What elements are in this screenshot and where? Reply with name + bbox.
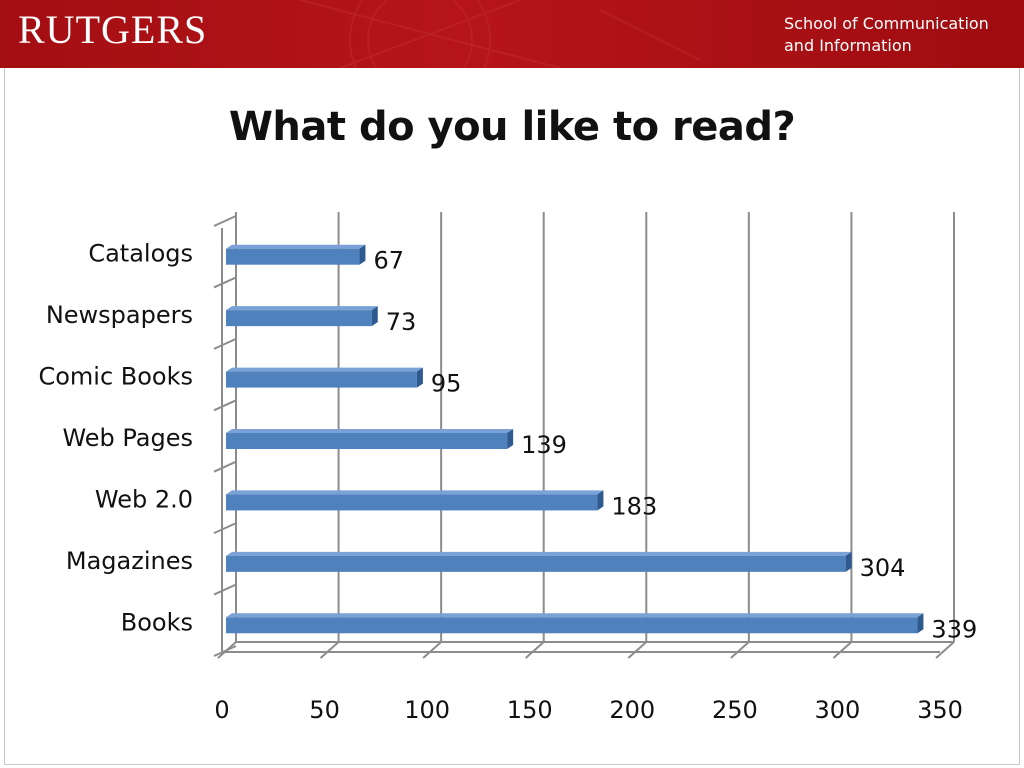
data-label: 67 xyxy=(373,247,404,275)
bar-top-catalogs xyxy=(226,244,366,249)
bars xyxy=(226,244,924,634)
chart-title: What do you like to read? xyxy=(228,104,796,150)
category-label: Catalogs xyxy=(88,240,193,268)
data-label: 304 xyxy=(860,554,906,582)
bar-web-pages xyxy=(226,433,508,449)
school-name-line1: School of Communication xyxy=(784,14,989,33)
y-tick xyxy=(213,276,237,289)
y-tick xyxy=(213,337,237,350)
x-tick-label: 100 xyxy=(404,696,450,724)
x-tick-label: 50 xyxy=(309,696,340,724)
bar-top-newspapers xyxy=(226,306,378,311)
bar-side-web-2-0 xyxy=(597,490,604,511)
x-tick xyxy=(935,641,955,659)
category-label: Comic Books xyxy=(38,363,193,391)
y-tick xyxy=(213,522,237,535)
bar-catalogs xyxy=(226,248,360,265)
bar-web-2-0 xyxy=(226,494,598,511)
bar-side-magazines xyxy=(845,551,852,572)
bar-side-comic-books xyxy=(416,367,423,388)
y-tick xyxy=(213,215,237,227)
bar-top-web-pages xyxy=(226,429,514,433)
category-label: Newspapers xyxy=(46,301,193,329)
school-name: School of Communication and Information xyxy=(784,13,989,57)
axes xyxy=(213,212,955,659)
y-tick xyxy=(213,460,237,473)
bar-newspapers xyxy=(226,310,372,327)
x-tick-label: 0 xyxy=(214,696,229,724)
bar-top-web-2-0 xyxy=(226,490,604,495)
data-label: 183 xyxy=(611,492,657,520)
x-tick xyxy=(730,641,750,659)
x-tick xyxy=(627,641,647,659)
data-label: 139 xyxy=(521,431,567,459)
bar-top-comic-books xyxy=(226,367,423,372)
category-label: Books xyxy=(121,608,193,636)
bar-top-magazines xyxy=(226,551,852,556)
category-label: Web Pages xyxy=(62,424,193,452)
grid-lines xyxy=(235,212,955,642)
x-tick-label: 150 xyxy=(507,696,553,724)
x-tick xyxy=(319,641,340,659)
bar-magazines xyxy=(226,555,846,572)
x-tick xyxy=(422,641,442,659)
rutgers-logo: RUTGERS xyxy=(18,7,208,52)
x-tick-label: 200 xyxy=(609,696,655,724)
header-banner: RUTGERS School of Communication and Info… xyxy=(0,0,1024,68)
school-name-line2: and Information xyxy=(784,36,912,55)
x-tick xyxy=(525,641,545,659)
banner-decoration xyxy=(299,0,701,68)
data-label: 95 xyxy=(431,370,462,398)
bar-comic-books xyxy=(226,371,417,388)
data-label: 73 xyxy=(386,308,417,336)
category-label: Magazines xyxy=(66,547,193,575)
y-tick xyxy=(213,399,237,412)
bar-side-newspapers xyxy=(371,306,378,327)
bar-top-books xyxy=(226,613,924,618)
x-tick xyxy=(832,641,853,659)
bar-side-web-pages xyxy=(507,429,514,449)
bar-side-books xyxy=(917,613,924,634)
x-tick-label: 350 xyxy=(917,696,963,724)
labels: 0 50 100 150 200 250 300 350 Catalogs 67 Newspaper… xyxy=(38,240,977,724)
category-label: Web 2.0 xyxy=(95,485,193,513)
x-tick-label: 300 xyxy=(815,696,861,724)
slide-frame xyxy=(4,68,1020,765)
data-label: 339 xyxy=(931,615,977,643)
bar-books xyxy=(226,617,918,634)
y-tick xyxy=(213,583,237,596)
y-tick xyxy=(213,645,237,657)
bar-side-catalogs xyxy=(359,244,366,265)
x-tick-label: 250 xyxy=(712,696,758,724)
